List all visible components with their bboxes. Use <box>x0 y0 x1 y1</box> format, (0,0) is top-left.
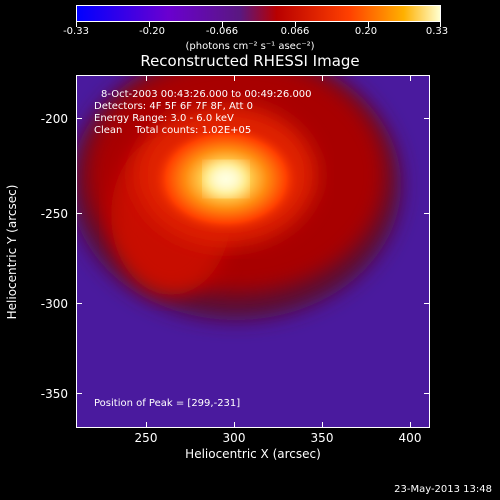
y-tick-label: -300 <box>40 297 68 311</box>
x-tick-label: 250 <box>134 431 158 445</box>
colorbar-label: 0.066 <box>280 26 310 37</box>
x-tick <box>322 422 323 428</box>
x-tick <box>234 75 235 81</box>
x-tick <box>146 422 147 428</box>
time-range-annotation: 8-Oct-2003 00:43:26.000 to 00:49:26.000 <box>101 89 312 100</box>
x-tick-label: 400 <box>398 431 422 445</box>
clean-annotation: Clean Total counts: 1.02E+05 <box>94 125 252 136</box>
x-tick <box>322 75 323 81</box>
y-tick-label: -250 <box>40 207 68 221</box>
y-tick-label: -350 <box>40 387 68 401</box>
colorbar-label: -0.066 <box>205 26 239 37</box>
y-tick <box>76 393 82 394</box>
image-title: Reconstructed RHESSI Image <box>140 52 360 70</box>
colorbar-tick <box>368 22 369 27</box>
x-tick <box>410 422 411 428</box>
y-tick <box>76 118 82 119</box>
colorbar-tick <box>440 22 441 27</box>
colorbar-label: -0.20 <box>139 26 165 37</box>
x-tick-label: 350 <box>310 431 334 445</box>
x-tick-label: 300 <box>222 431 246 445</box>
timestamp-footer: 23-May-2013 13:48 <box>394 484 492 495</box>
peak-position-annotation: Position of Peak = [299,-231] <box>94 398 241 409</box>
y-tick <box>424 393 430 394</box>
colorbar-tick <box>76 22 77 27</box>
y-tick <box>424 303 430 304</box>
y-tick-label: -200 <box>40 112 68 126</box>
rhessi-image <box>76 75 430 428</box>
colorbar <box>76 5 441 22</box>
x-tick <box>234 422 235 428</box>
detectors-annotation: Detectors: 4F 5F 6F 7F 8F, Att 0 <box>94 101 254 112</box>
colorbar-units: (photons cm⁻² s⁻¹ asec⁻²) <box>185 41 315 52</box>
y-tick <box>76 303 82 304</box>
y-axis-title: Heliocentric Y (arcsec) <box>5 184 19 320</box>
colorbar-label: 0.33 <box>425 26 449 37</box>
colorbar-tick <box>295 22 296 27</box>
x-tick <box>146 75 147 81</box>
colorbar-label: -0.33 <box>63 26 89 37</box>
x-axis-title: Heliocentric X (arcsec) <box>185 447 321 461</box>
y-tick <box>424 118 430 119</box>
energy-annotation: Energy Range: 3.0 - 6.0 keV <box>94 113 234 124</box>
x-tick <box>410 75 411 81</box>
y-tick <box>424 213 430 214</box>
colorbar-label: 0.20 <box>354 26 378 37</box>
y-tick <box>76 213 82 214</box>
colorbar-tick <box>149 22 150 27</box>
colorbar-tick <box>222 22 223 27</box>
